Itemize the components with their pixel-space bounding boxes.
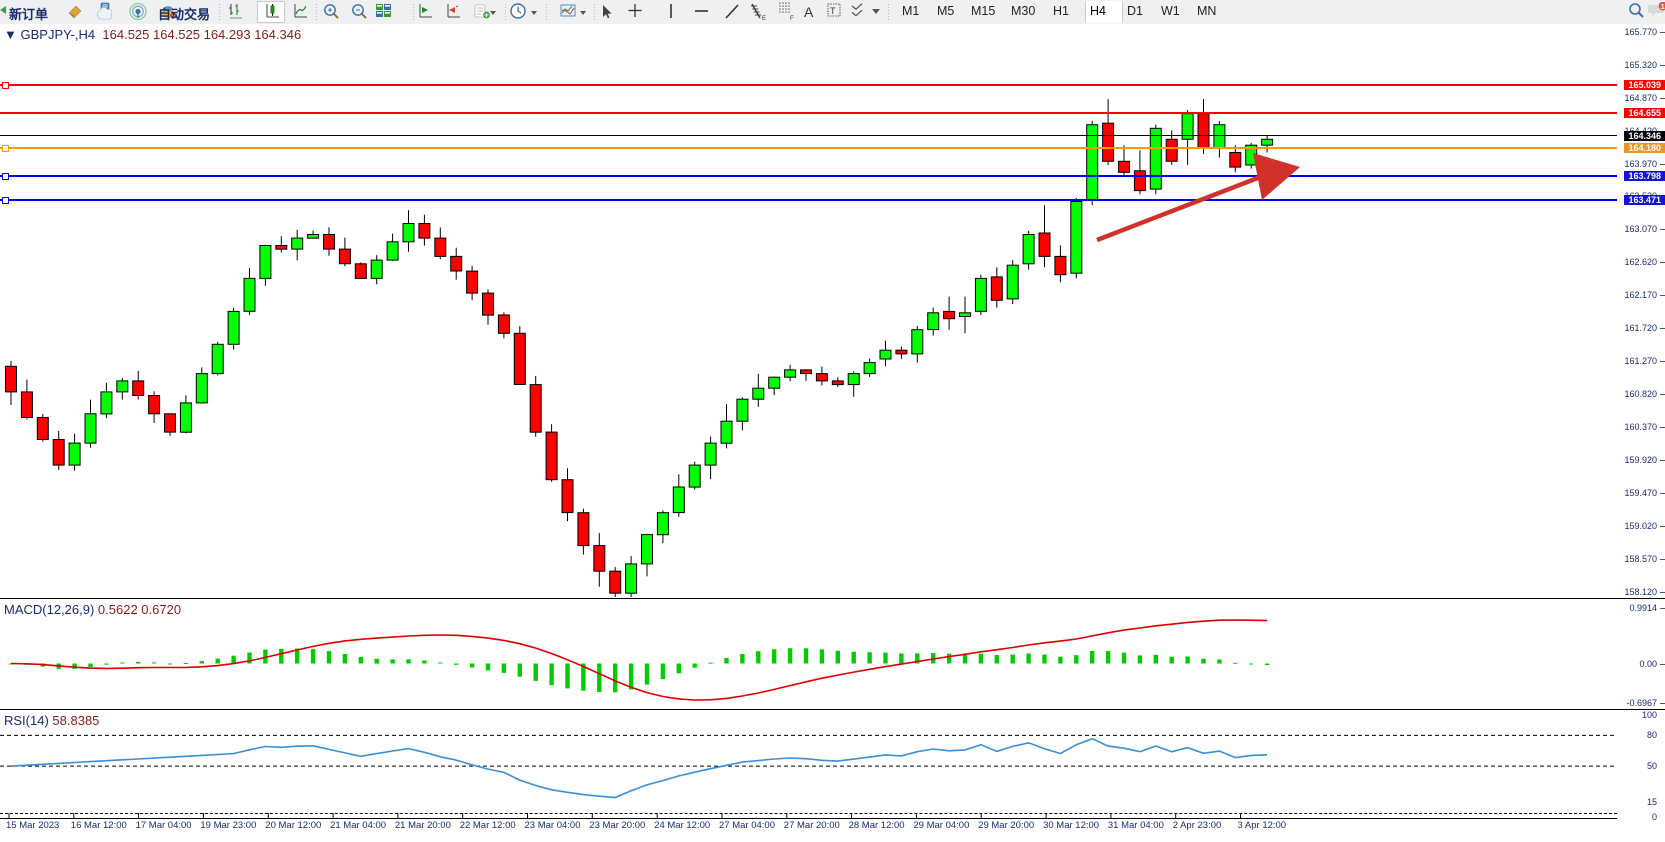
svg-text:E: E [762, 16, 766, 21]
svg-text:1: 1 [1661, 4, 1665, 11]
svg-text:T: T [830, 6, 836, 16]
svg-text:F: F [790, 16, 794, 21]
